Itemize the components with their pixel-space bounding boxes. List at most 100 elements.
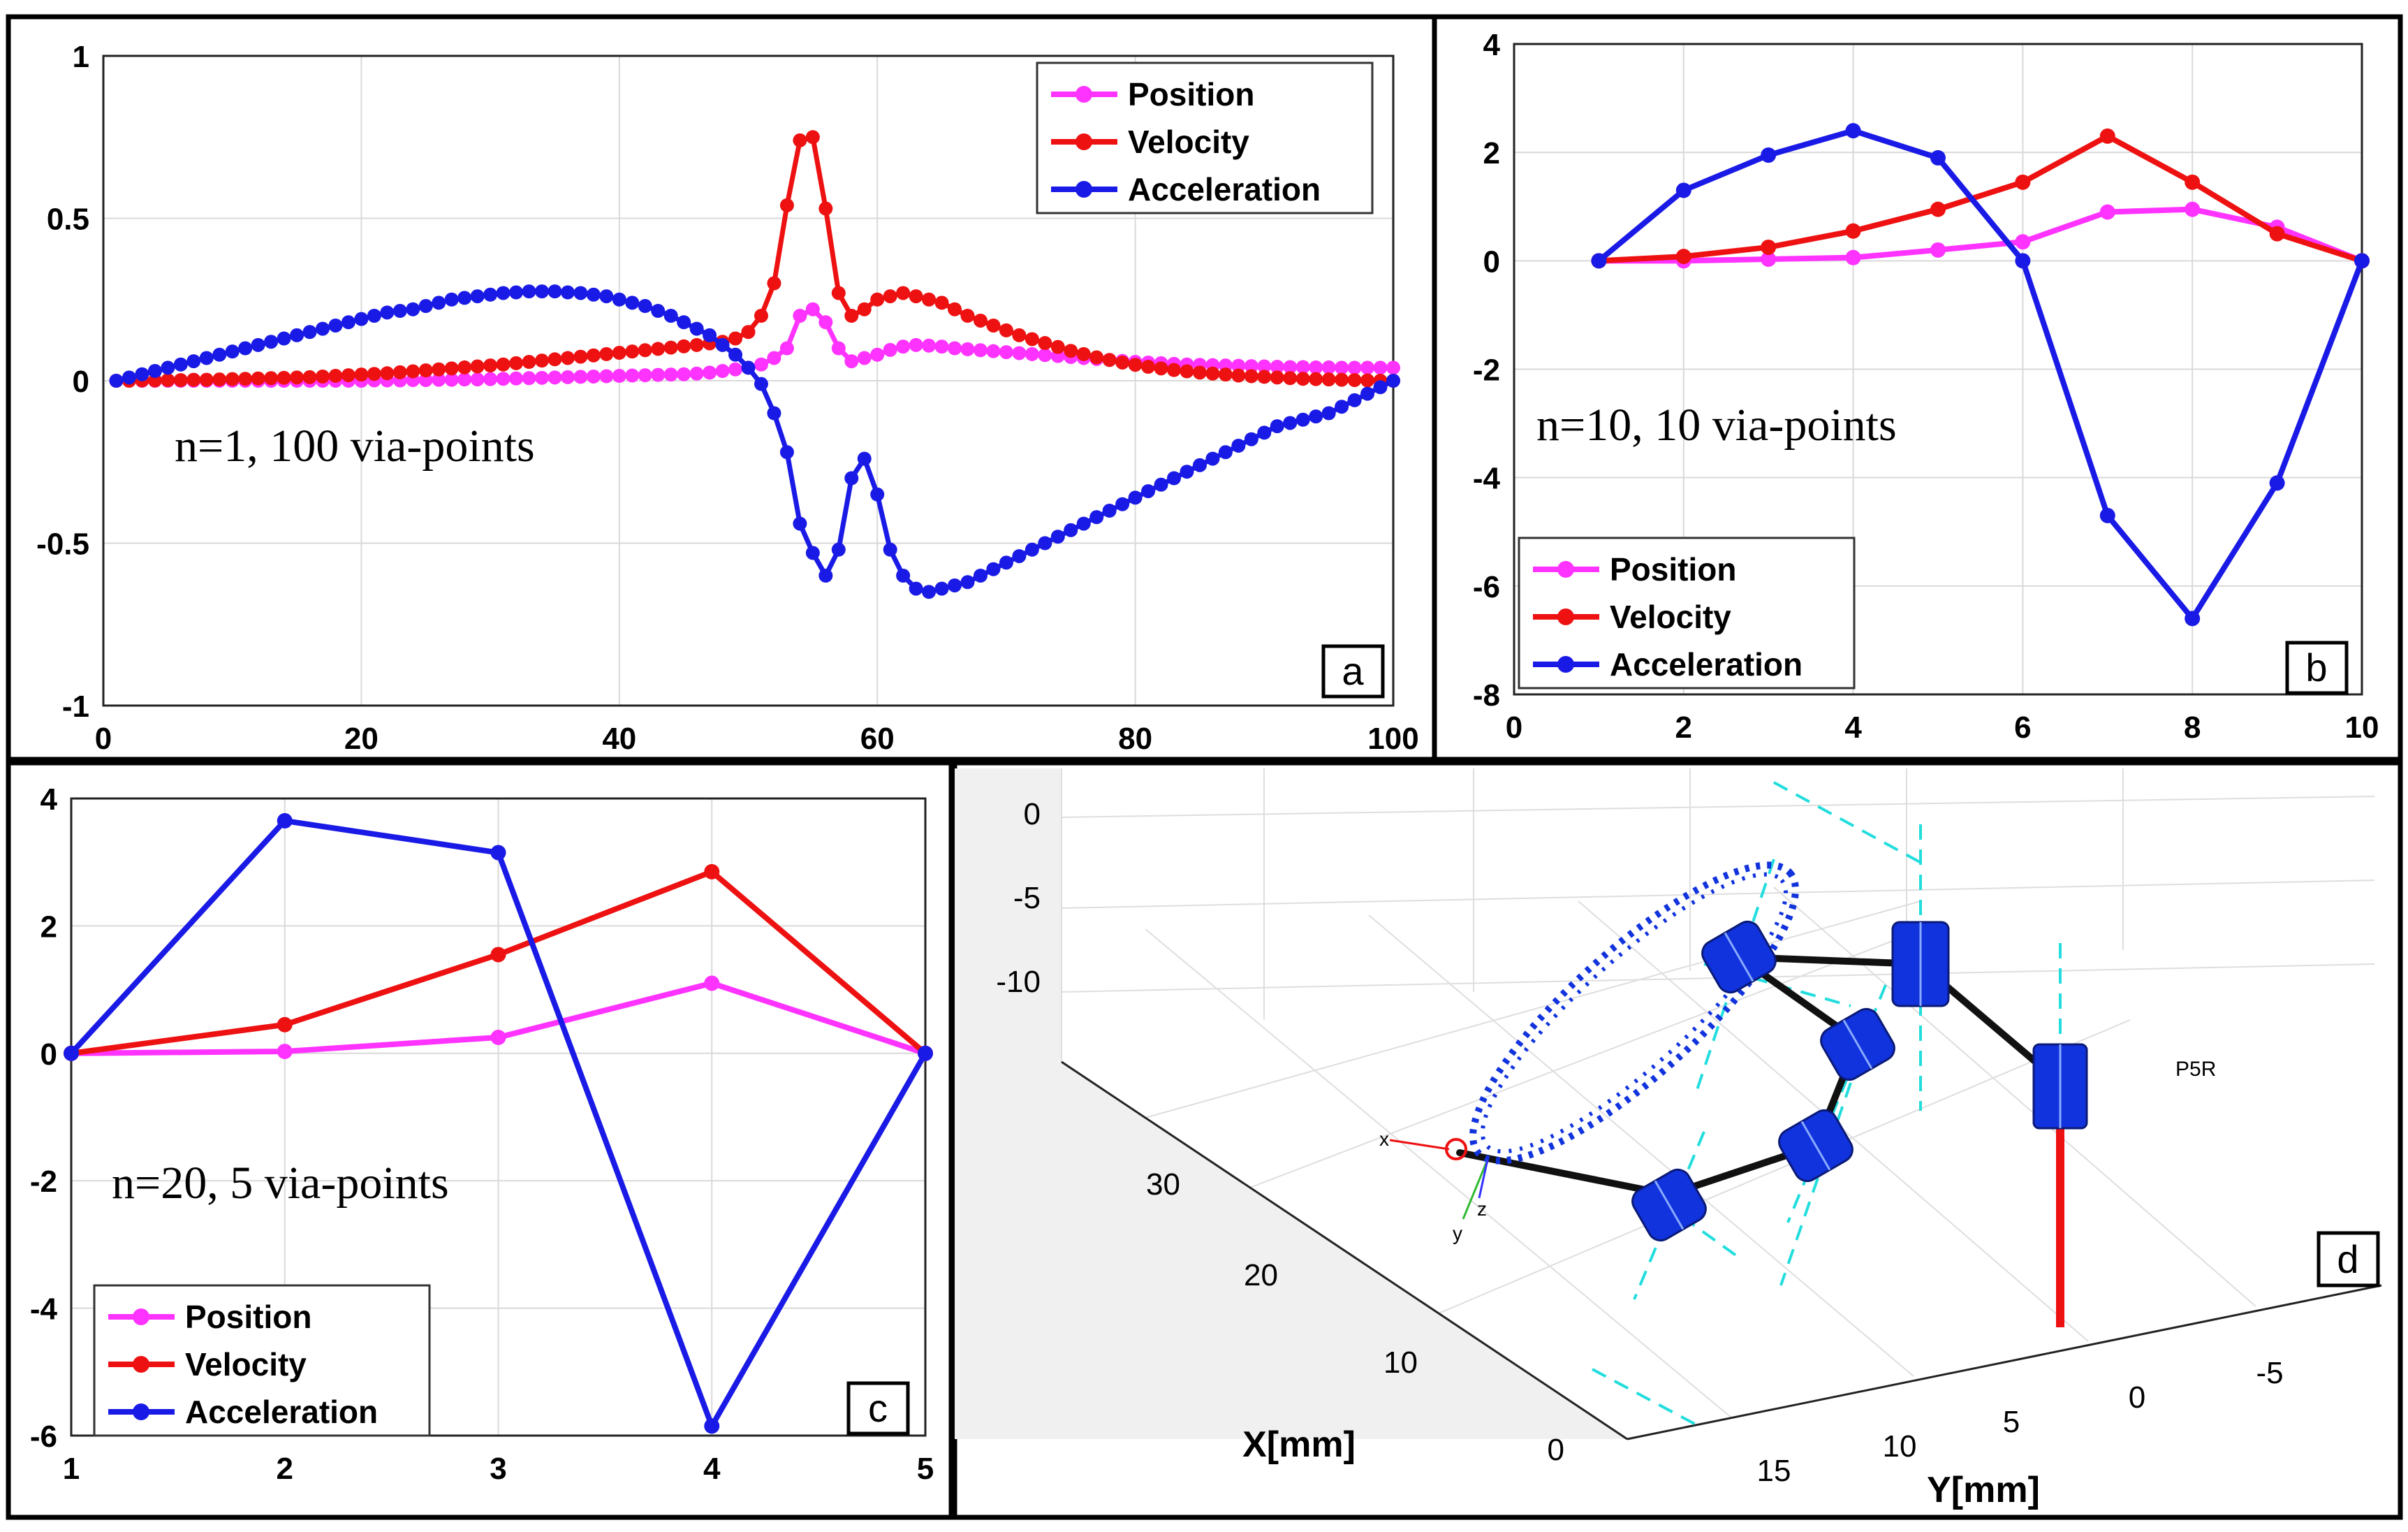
legend-label: Velocity xyxy=(1610,599,1731,635)
data-point-position xyxy=(651,367,666,382)
data-point-position xyxy=(1283,360,1298,374)
data-point-position xyxy=(844,354,859,369)
x-axis-label: X[mm] xyxy=(1242,1424,1356,1465)
data-point-velocity xyxy=(1309,372,1323,386)
data-point-acceleration xyxy=(1180,465,1194,479)
data-point-acceleration xyxy=(2015,253,2031,269)
data-point-acceleration xyxy=(986,562,1001,576)
data-point-velocity xyxy=(651,342,666,356)
data-point-acceleration xyxy=(1347,393,1362,407)
y-tick-label: -0.5 xyxy=(36,527,89,562)
data-point-position xyxy=(1347,360,1362,375)
data-point-acceleration xyxy=(277,812,293,829)
data-point-acceleration xyxy=(805,546,820,560)
data-point-position xyxy=(625,368,640,383)
data-point-velocity xyxy=(704,863,720,880)
data-point-acceleration xyxy=(1167,471,1182,486)
data-point-acceleration xyxy=(779,445,794,460)
data-point-acceleration xyxy=(328,318,343,333)
data-point-position xyxy=(418,373,433,388)
data-point-velocity xyxy=(1089,350,1104,365)
data-point-velocity xyxy=(1347,373,1362,388)
joint-actuator xyxy=(1778,1109,1853,1183)
data-point-velocity xyxy=(1283,371,1298,386)
legend-marker xyxy=(1075,133,1092,150)
data-point-velocity xyxy=(354,367,369,382)
data-point-acceleration xyxy=(844,471,859,486)
data-point-position xyxy=(922,338,937,353)
data-point-velocity xyxy=(1321,372,1336,387)
data-point-acceleration xyxy=(1231,439,1246,453)
joint-actuator xyxy=(2032,1043,2088,1130)
x-tick-label: 4 xyxy=(703,1452,721,1486)
data-point-acceleration xyxy=(918,1045,933,1061)
robot-name-label: P5R xyxy=(2175,1058,2216,1081)
data-point-acceleration xyxy=(1930,149,1946,166)
data-point-acceleration xyxy=(677,315,691,330)
data-point-velocity xyxy=(1038,336,1052,351)
data-point-velocity xyxy=(290,370,304,385)
data-point-velocity xyxy=(960,309,975,323)
data-point-acceleration xyxy=(934,581,949,596)
data-point-position xyxy=(457,372,472,387)
data-point-acceleration xyxy=(380,305,395,320)
data-point-velocity xyxy=(844,309,859,323)
data-point-acceleration xyxy=(354,312,369,326)
chart-annotation: n=10, 10 via-points xyxy=(1536,400,1897,451)
frame-label: z xyxy=(1477,1198,1487,1220)
data-point-velocity xyxy=(380,366,395,381)
x-tick-label: 1 xyxy=(63,1452,80,1486)
data-point-velocity xyxy=(432,362,446,377)
legend-label: Position xyxy=(185,1299,311,1335)
data-point-velocity xyxy=(663,340,678,355)
data-point-velocity xyxy=(1218,367,1233,382)
data-point-acceleration xyxy=(1050,530,1065,544)
data-point-acceleration xyxy=(367,309,381,323)
data-point-acceleration xyxy=(509,285,524,300)
data-point-velocity xyxy=(1205,366,1220,381)
data-point-acceleration xyxy=(1154,477,1168,492)
data-point-velocity xyxy=(973,313,988,328)
data-point-acceleration xyxy=(1335,400,1349,414)
y-tick-label: 0.5 xyxy=(47,203,89,237)
data-point-position xyxy=(1270,360,1284,374)
data-point-acceleration xyxy=(290,328,304,342)
panel-badge-box xyxy=(846,1381,910,1436)
data-point-position xyxy=(483,372,498,386)
x-tick-label: 40 xyxy=(602,722,636,756)
x-tick-label: 8 xyxy=(2184,710,2201,745)
data-point-acceleration xyxy=(418,299,433,314)
data-point-acceleration xyxy=(392,304,407,319)
data-point-acceleration xyxy=(2099,507,2115,523)
data-point-acceleration xyxy=(1295,412,1310,427)
series-line-velocity xyxy=(1599,133,2363,264)
data-point-acceleration xyxy=(1321,406,1336,421)
data-point-acceleration xyxy=(703,328,717,342)
y-tick-label: 1 xyxy=(73,40,89,74)
frame-label: y xyxy=(1453,1223,1462,1244)
data-point-velocity xyxy=(1360,373,1375,388)
data-point-acceleration xyxy=(1675,182,1691,198)
data-point-acceleration xyxy=(238,341,253,356)
x-tick-label: 6 xyxy=(2014,710,2031,745)
data-point-acceleration xyxy=(625,296,640,310)
joint-axis xyxy=(1773,781,1928,868)
y-tick-label: 4 xyxy=(1483,28,1501,62)
y-tick-label: 0 xyxy=(2129,1380,2145,1415)
data-point-position xyxy=(490,1030,506,1045)
data-point-position xyxy=(999,345,1013,360)
data-point-position xyxy=(677,367,691,381)
legend-marker xyxy=(1557,608,1574,625)
data-point-acceleration xyxy=(64,1045,79,1061)
data-point-velocity xyxy=(406,364,420,379)
data-point-velocity xyxy=(1180,364,1194,379)
joint-axis xyxy=(1696,859,1775,1090)
joint-axis xyxy=(1779,1082,1852,1286)
data-point-velocity xyxy=(1102,353,1117,367)
y-axis-line xyxy=(1627,1284,2382,1440)
data-point-acceleration xyxy=(1761,147,1777,163)
data-point-acceleration xyxy=(818,569,833,583)
y-tick-label: 2 xyxy=(1483,136,1500,170)
data-point-acceleration xyxy=(1012,549,1027,564)
data-point-acceleration xyxy=(432,296,446,310)
